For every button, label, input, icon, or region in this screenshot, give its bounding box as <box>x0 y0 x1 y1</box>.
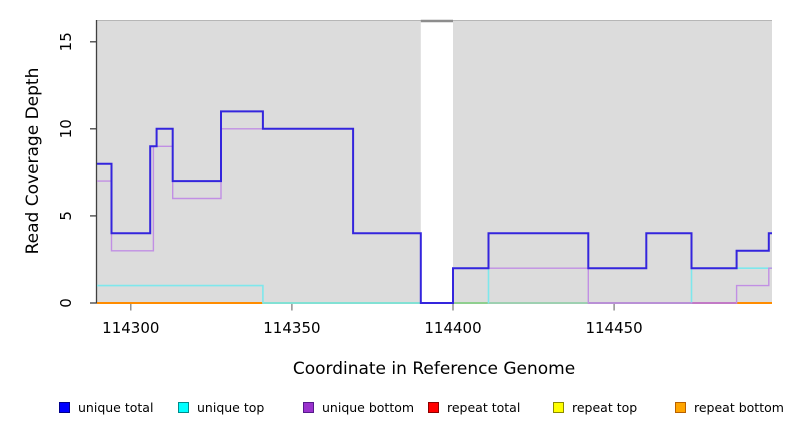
x-tick-label: 114350 <box>263 319 320 337</box>
legend-swatch-icon <box>675 401 686 413</box>
legend-label: unique total <box>78 399 154 415</box>
legend: unique total unique top unique bottom repea… <box>0 399 792 419</box>
coverage-chart: 0 5 10 15 114300 114350 114400 114450 <box>57 19 772 337</box>
legend-item-unique-bottom: unique bottom <box>303 399 414 415</box>
legend-swatch-icon <box>303 401 314 413</box>
y-axis-label: Read Coverage Depth <box>23 67 43 255</box>
legend-item-unique-top: unique top <box>178 399 264 415</box>
legend-item-unique-total: unique total <box>59 399 153 415</box>
x-tick-label: 114450 <box>585 319 642 337</box>
y-tick-label: 15 <box>57 32 75 51</box>
x-tick-label: 114300 <box>102 319 159 337</box>
series-unique-total <box>97 110 772 304</box>
legend-label: repeat total <box>447 399 521 415</box>
legend-swatch-icon <box>178 401 189 413</box>
legend-label: repeat top <box>572 399 638 415</box>
y-tick-label: 0 <box>57 298 75 308</box>
legend-label: unique top <box>197 399 265 415</box>
legend-swatch-icon <box>428 401 439 413</box>
y-tick-label: 5 <box>57 211 75 221</box>
y-tick-label: 10 <box>57 119 75 138</box>
x-tick-label: 114400 <box>424 319 481 337</box>
legend-item-repeat-top: repeat top <box>553 399 637 415</box>
legend-item-repeat-total: repeat total <box>428 399 520 415</box>
legend-label: repeat bottom <box>694 399 784 415</box>
legend-label: unique bottom <box>322 399 415 415</box>
legend-swatch-icon <box>553 401 564 413</box>
no-data-band <box>420 20 453 303</box>
legend-item-repeat-bottom: repeat bottom <box>675 399 784 415</box>
x-axis-label: Coordinate in Reference Genome <box>292 359 576 379</box>
legend-swatch-icon <box>59 401 70 413</box>
